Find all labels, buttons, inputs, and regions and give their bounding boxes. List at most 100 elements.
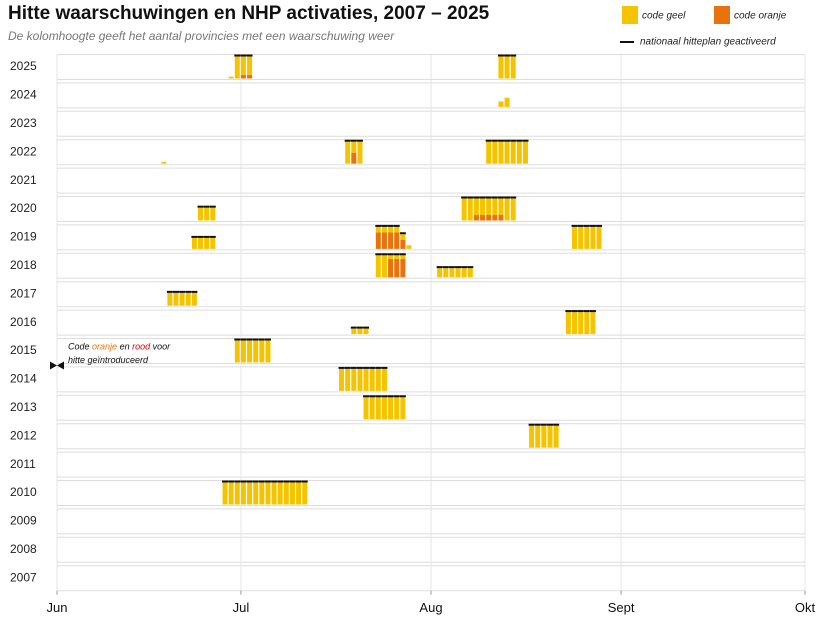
bar-geel	[198, 207, 204, 221]
bar-geel	[394, 226, 400, 233]
y-tick-label: 2011	[10, 457, 36, 471]
y-tick-label: 2012	[10, 428, 37, 442]
bar-geel	[510, 141, 516, 164]
bar-geel	[578, 312, 584, 335]
bar-geel	[467, 198, 473, 221]
bar-oranje	[388, 232, 394, 249]
bar-geel	[351, 368, 357, 391]
bar-geel	[553, 425, 559, 448]
bar-geel	[265, 340, 271, 363]
y-tick-label: 2009	[10, 514, 37, 528]
bar-geel	[394, 255, 400, 259]
bar-geel	[375, 255, 381, 278]
annotation-part: rood	[132, 342, 151, 352]
bar-geel	[461, 268, 467, 278]
bar-geel	[394, 397, 400, 420]
bar-geel	[253, 482, 259, 505]
bar-geel	[510, 56, 516, 79]
x-tick-label: Jun	[47, 600, 68, 615]
bar-geel	[522, 141, 528, 164]
bar-geel	[345, 141, 351, 164]
bar-geel	[516, 141, 522, 164]
bar-geel	[388, 397, 394, 420]
y-tick-label: 2008	[10, 542, 37, 556]
bar-oranje	[240, 74, 246, 79]
bar-geel	[259, 340, 265, 363]
y-tick-label: 2017	[10, 286, 37, 300]
bar-geel	[363, 397, 369, 420]
bar-geel	[283, 482, 289, 505]
bar-geel	[357, 368, 363, 391]
bar-geel	[492, 198, 498, 215]
bar-geel	[572, 226, 578, 249]
y-tick-label: 2021	[10, 173, 37, 187]
bar-geel	[167, 292, 173, 306]
bar-geel	[222, 482, 228, 505]
bar-geel	[240, 56, 246, 75]
bar-geel	[406, 245, 412, 249]
bar-geel	[247, 56, 253, 75]
bar-geel	[179, 292, 185, 306]
bar-geel	[357, 141, 363, 164]
y-tick-label: 2010	[10, 485, 37, 499]
annotation-marker	[50, 361, 64, 370]
bar-geel	[198, 237, 204, 249]
bar-oranje	[247, 74, 253, 79]
bar-geel	[381, 368, 387, 391]
y-tick-label: 2018	[10, 258, 37, 272]
bar-oranje	[486, 215, 492, 221]
bar-geel	[437, 268, 443, 278]
bar-geel	[388, 226, 394, 233]
bar-geel	[339, 368, 345, 391]
bar-oranje	[492, 215, 498, 221]
legend-label: code oranje	[734, 11, 787, 22]
bar-geel	[210, 237, 216, 249]
bar-geel	[247, 482, 253, 505]
bar-geel	[578, 226, 584, 249]
legend-swatch	[622, 6, 638, 24]
bar-geel	[449, 268, 455, 278]
bar-geel	[381, 226, 387, 233]
bar-geel	[486, 198, 492, 215]
y-tick-label: 2024	[10, 88, 37, 102]
bar-geel	[504, 97, 510, 107]
bar-geel	[590, 312, 596, 335]
annotation-text: Code oranje en rood voor	[68, 342, 171, 352]
bar-geel	[185, 292, 191, 306]
bar-geel	[351, 141, 357, 153]
bar-geel	[228, 482, 234, 505]
legend-swatch	[714, 6, 730, 24]
annotation-part: en	[117, 342, 132, 352]
bar-oranje	[394, 232, 400, 249]
bar-geel	[473, 198, 479, 215]
bar-geel	[210, 207, 216, 221]
bar-geel	[375, 397, 381, 420]
annotation-text: hitte geïntroduceerd	[68, 355, 149, 365]
bar-geel	[369, 368, 375, 391]
bar-oranje	[473, 215, 479, 221]
bar-geel	[535, 425, 541, 448]
bar-oranje	[375, 232, 381, 249]
bar-oranje	[381, 232, 387, 249]
x-tick-label: Jul	[233, 600, 250, 615]
bar-geel	[253, 340, 259, 363]
bar-geel	[467, 268, 473, 278]
bar-oranje	[351, 152, 357, 164]
bar-oranje	[400, 239, 406, 249]
bar-geel	[504, 198, 510, 221]
y-tick-label: 2013	[10, 400, 37, 414]
bar-geel	[204, 207, 210, 221]
bar-geel	[596, 226, 602, 249]
bar-geel	[381, 397, 387, 420]
bar-geel	[302, 482, 308, 505]
bar-geel	[461, 198, 467, 221]
chart-subtitle: De kolomhoogte geeft het aantal provinci…	[8, 29, 395, 43]
bar-oranje	[498, 215, 504, 221]
y-tick-label: 2023	[10, 116, 37, 130]
y-tick-label: 2015	[10, 343, 37, 357]
bar-geel	[400, 255, 406, 259]
bar-geel	[584, 312, 590, 335]
y-tick-label: 2014	[10, 372, 37, 386]
bar-geel	[498, 198, 504, 215]
